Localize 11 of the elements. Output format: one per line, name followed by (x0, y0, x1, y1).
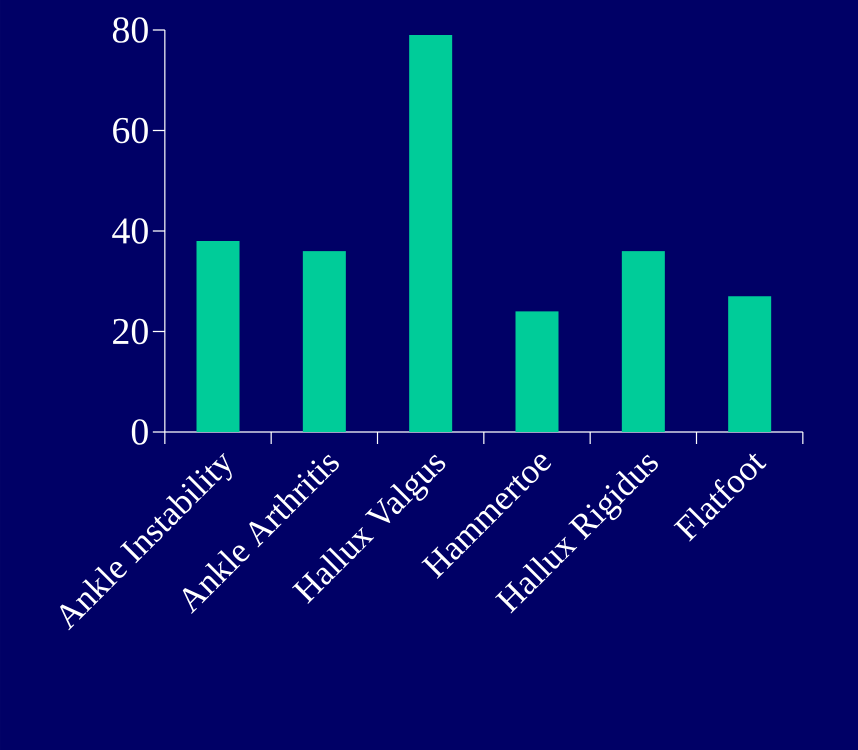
bar (728, 296, 772, 432)
bar (622, 251, 665, 432)
bar (409, 35, 452, 432)
bar (516, 311, 559, 432)
y-tick-label: 60 (113, 118, 148, 144)
y-tick-label: 0 (132, 419, 148, 445)
bar (196, 241, 240, 432)
y-tick-label: 40 (112, 218, 148, 244)
y-tick-label: 80 (112, 17, 148, 43)
bar (302, 251, 346, 432)
y-tick-label: 20 (113, 318, 148, 344)
